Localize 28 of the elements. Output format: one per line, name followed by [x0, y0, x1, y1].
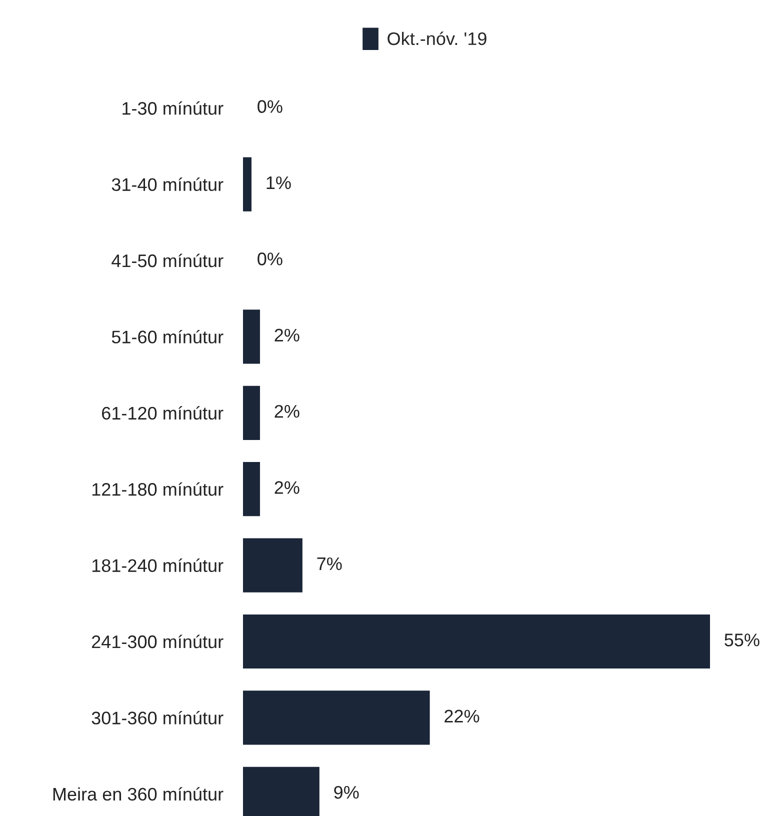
data-label: 2% [274, 404, 300, 418]
data-label: 2% [274, 481, 300, 494]
y-tick-label: 31-40 mínútur [112, 178, 224, 192]
y-tick-label: 51-60 mínútur [112, 330, 224, 344]
bar [243, 614, 710, 669]
bar [243, 386, 260, 440]
y-tick-label: 61-120 mínútur [102, 406, 224, 420]
data-label: 1% [266, 176, 291, 190]
data-label: 0% [258, 100, 282, 113]
y-tick-label: 181-240 mínútur [92, 558, 224, 572]
data-label: 7% [317, 557, 342, 570]
bar [243, 690, 430, 745]
bar [243, 462, 260, 516]
data-label: 22% [444, 710, 480, 722]
y-tick-label: 301-360 mínútur [92, 710, 224, 724]
y-tick-label: 1-30 mínútur [122, 101, 224, 115]
bar [243, 538, 302, 592]
y-tick-label: 121-180 mínútur [92, 482, 224, 496]
y-tick-label: Meira en 360 mínútur [53, 787, 224, 801]
bar [243, 310, 260, 364]
bar [243, 157, 252, 212]
data-label: 0% [258, 252, 282, 266]
legend-label: Okt.-nóv. '19 [388, 32, 486, 46]
y-tick-label: 241-300 mínútur [92, 634, 224, 648]
data-label: 2% [274, 328, 300, 342]
y-tick-label: 41-50 mínútur [112, 254, 224, 268]
data-label: 9% [334, 786, 359, 799]
data-label: 55% [724, 634, 760, 646]
